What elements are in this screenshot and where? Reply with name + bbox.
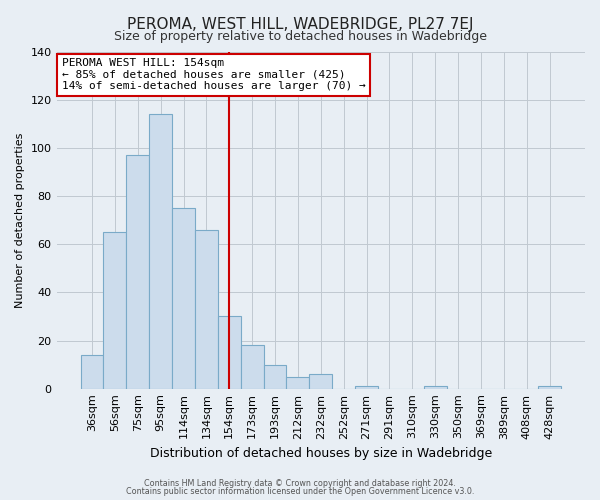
Text: PEROMA WEST HILL: 154sqm
← 85% of detached houses are smaller (425)
14% of semi-: PEROMA WEST HILL: 154sqm ← 85% of detach… [62, 58, 365, 92]
Bar [424, 386, 446, 388]
Text: Size of property relative to detached houses in Wadebridge: Size of property relative to detached ho… [113, 30, 487, 43]
Bar [538, 386, 561, 388]
Bar [286, 376, 310, 388]
Bar [103, 232, 127, 388]
Bar [195, 230, 218, 388]
Y-axis label: Number of detached properties: Number of detached properties [15, 132, 25, 308]
Bar [241, 346, 263, 389]
Bar [218, 316, 241, 388]
Text: Contains HM Land Registry data © Crown copyright and database right 2024.: Contains HM Land Registry data © Crown c… [144, 479, 456, 488]
Bar [355, 386, 378, 388]
Bar [149, 114, 172, 388]
Bar [80, 355, 103, 388]
X-axis label: Distribution of detached houses by size in Wadebridge: Distribution of detached houses by size … [149, 447, 492, 460]
Text: Contains public sector information licensed under the Open Government Licence v3: Contains public sector information licen… [126, 487, 474, 496]
Bar [310, 374, 332, 388]
Bar [263, 364, 286, 388]
Bar [172, 208, 195, 388]
Text: PEROMA, WEST HILL, WADEBRIDGE, PL27 7EJ: PEROMA, WEST HILL, WADEBRIDGE, PL27 7EJ [127, 18, 473, 32]
Bar [127, 155, 149, 388]
